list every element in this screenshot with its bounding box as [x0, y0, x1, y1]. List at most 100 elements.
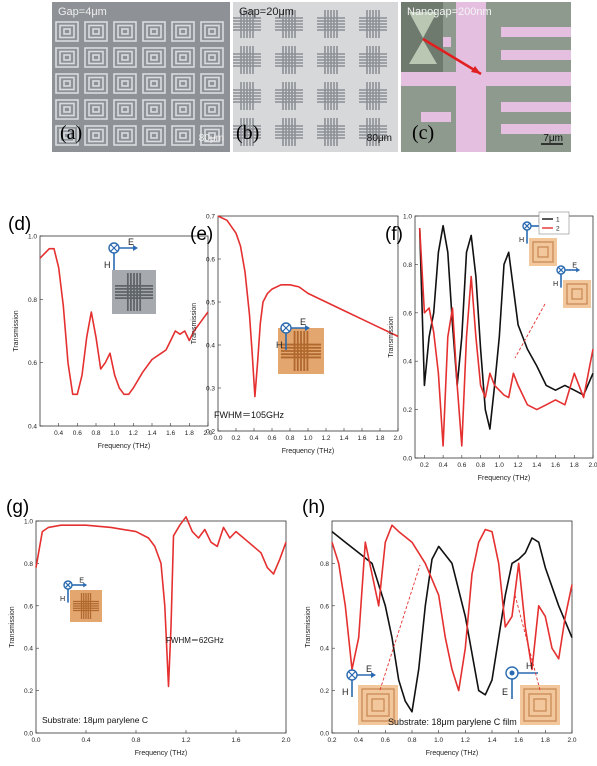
series-line-2 [418, 228, 594, 447]
square-ring [204, 128, 220, 143]
square-ring [537, 246, 549, 258]
micrograph-b: Gap=20μm 80μm [233, 2, 398, 152]
square-ring [63, 132, 71, 139]
square-ring [146, 24, 162, 39]
x-tick-label: 0.4 [249, 435, 258, 442]
square-ring [55, 99, 79, 120]
square-ring [84, 99, 108, 120]
h-label: H [104, 260, 111, 270]
chart-d: 0.4 0.6 0.8 1.0 1.2 1.4 1.6 1.8 2.0 0.4 0.6 0.8 1.0 F… [8, 214, 213, 450]
square-ring [200, 73, 224, 94]
plot-frame [217, 215, 399, 432]
y-tick-label: 0.4 [28, 424, 37, 431]
y-axis-label: Transmission [191, 303, 198, 344]
gap-label: Gap=4μm [58, 6, 107, 18]
square-ring [179, 28, 187, 35]
x-axis-label: Frequency (THz) [135, 750, 188, 757]
x-tick-label: 2.0 [567, 737, 576, 744]
x-tick-label: 1.2 [181, 737, 190, 744]
square-ring [171, 21, 195, 42]
square-ring [55, 47, 79, 68]
x-tick-label: 0.2 [420, 462, 429, 469]
x-tick-label: 1.0 [110, 430, 119, 437]
square-ring [59, 102, 75, 117]
e-label: E [366, 664, 372, 674]
panel-label: (d) [8, 214, 31, 235]
x-tick-label: 0.4 [439, 462, 448, 469]
h-label: H [60, 594, 65, 603]
substrate-note: Substrate: 18μm parylene C [42, 715, 148, 725]
electrode [501, 50, 571, 60]
square-ring [371, 698, 385, 712]
plot-frame [35, 520, 287, 734]
x-tick-label: 2.0 [588, 462, 597, 469]
square-ring [84, 125, 108, 146]
pointer-line [514, 303, 546, 359]
electrode [501, 102, 571, 112]
y-tick-label: 0.2 [24, 688, 33, 695]
square-ring [204, 76, 220, 91]
square-ring [150, 106, 158, 113]
series-line-1 [418, 224, 594, 430]
chart-f: 0.2 0.4 0.6 0.8 1.0 1.2 1.4 1.6 1.8 2.0 0.0 0.2 0.4 0… [385, 211, 597, 482]
substrate-note: Substrate: 18μm parylene C film [388, 717, 517, 727]
x-axis-label: Frequency (THz) [282, 448, 335, 455]
square-ring [113, 73, 137, 94]
x-tick-label: 2.0 [393, 435, 402, 442]
x-tick-label: 0.6 [73, 430, 82, 437]
square-ring [84, 73, 108, 94]
y-axis-label: Transmission [305, 606, 312, 647]
x-tick-label: 0.8 [407, 737, 416, 744]
square-ring [208, 28, 216, 35]
cross-mark [110, 244, 118, 252]
square-ring [532, 241, 554, 263]
e-label: E [79, 576, 84, 585]
square-ring [88, 102, 104, 117]
panel-label: (f) [385, 224, 403, 245]
chart-g: 0.0 0.4 0.8 1.2 1.6 2.0 0.0 0.2 0.4 0.6 0.8 1.0 Freq… [6, 497, 291, 757]
micrograph-c: Nanogap=200nm 7μm [401, 2, 571, 152]
electrode [421, 112, 451, 122]
square-ring [533, 698, 547, 712]
square-ring [175, 50, 191, 65]
x-axis-label: Frequency (THz) [98, 443, 151, 450]
square-ring [88, 128, 104, 143]
e-label: E [572, 261, 577, 270]
square-ring [88, 76, 104, 91]
x-tick-label: 1.2 [461, 737, 470, 744]
square-ring [88, 24, 104, 39]
e-arrow-head [576, 267, 581, 273]
square-ring [117, 128, 133, 143]
square-ring [150, 54, 158, 61]
unit-cell [563, 280, 591, 308]
dot-mark [509, 670, 515, 676]
square-ring [366, 693, 390, 717]
nanogap-electrodes [401, 2, 571, 152]
x-tick-label: 0.6 [381, 737, 390, 744]
square-ring [146, 102, 162, 117]
y-tick-label: 0.0 [403, 456, 412, 463]
square-ring [208, 106, 216, 113]
x-tick-label: 1.8 [375, 435, 384, 442]
square-ring [171, 73, 195, 94]
legend-box [538, 211, 570, 235]
square-ring [59, 24, 75, 39]
square-ring [113, 125, 137, 146]
e-label: E [502, 687, 508, 697]
square-ring [121, 132, 129, 139]
e-arrow-head [83, 582, 88, 588]
square-ring [121, 80, 129, 87]
x-tick-label: 0.6 [267, 435, 276, 442]
x-tick-label: 0.4 [54, 430, 63, 437]
square-ring [179, 80, 187, 87]
square-ring-array [55, 21, 224, 146]
y-tick-label: 0.8 [320, 561, 329, 568]
x-axis-label: Frequency (THz) [426, 750, 479, 757]
h-label: H [276, 340, 283, 350]
y-axis-label: Transmission [388, 316, 395, 357]
square-ring [171, 47, 195, 68]
square-ring [204, 24, 220, 39]
x-tick-label: 2.0 [281, 737, 290, 744]
h-label: H [526, 661, 533, 671]
panel-label: (h) [302, 497, 325, 518]
